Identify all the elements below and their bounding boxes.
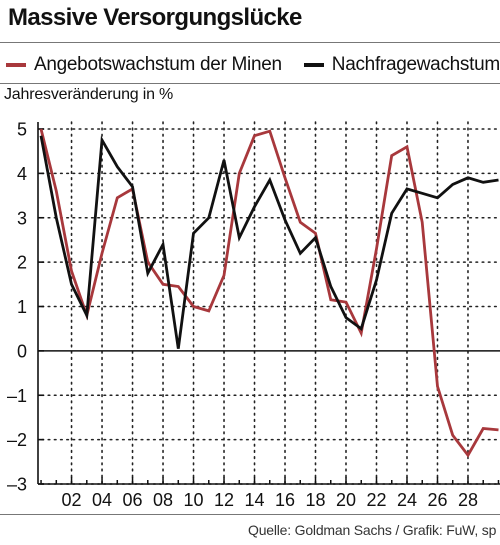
y-tick-label: 3 bbox=[17, 208, 27, 228]
source-note: Quelle: Goldman Sachs / Grafik: FuW, sp bbox=[248, 522, 497, 538]
legend-label-demand: Nachfragewachstum bbox=[331, 54, 500, 75]
y-axis-title: Jahresveränderung in % bbox=[4, 86, 174, 103]
y-tick-label: 5 bbox=[17, 120, 27, 140]
title-divider bbox=[0, 42, 500, 43]
y-tick-label: –1 bbox=[7, 386, 27, 406]
legend-item-demand: Nachfragewachstum bbox=[303, 54, 500, 76]
x-tick-label: 26 bbox=[427, 490, 447, 510]
x-tick-label: 16 bbox=[275, 490, 295, 510]
x-tick-label: 18 bbox=[305, 490, 325, 510]
chart-legend: Angebotswachstum der Minen Nachfragewach… bbox=[6, 54, 500, 76]
x-tick-label: 02 bbox=[62, 490, 82, 510]
x-tick-label: 22 bbox=[366, 490, 386, 510]
x-tick-label: 10 bbox=[184, 490, 204, 510]
x-tick-label: 08 bbox=[153, 490, 173, 510]
y-tick-label: 4 bbox=[17, 164, 27, 184]
legend-divider bbox=[0, 83, 500, 84]
legend-item-supply: Angebotswachstum der Minen bbox=[6, 54, 282, 76]
y-tick-label: –3 bbox=[7, 475, 27, 495]
x-tick-label: 14 bbox=[244, 490, 264, 510]
y-tick-label: 0 bbox=[17, 341, 27, 361]
x-tick-label: 28 bbox=[458, 490, 478, 510]
legend-label-supply: Angebotswachstum der Minen bbox=[34, 54, 282, 75]
x-tick-label: 04 bbox=[92, 490, 112, 510]
x-tick-label: 20 bbox=[336, 490, 356, 510]
footer-divider bbox=[0, 514, 500, 515]
y-tick-label: 2 bbox=[17, 253, 27, 273]
supply-line bbox=[39, 128, 499, 458]
demand-line bbox=[39, 135, 499, 349]
chart-title: Massive Versorgungslücke bbox=[8, 4, 302, 31]
x-tick-label: 12 bbox=[214, 490, 234, 510]
x-tick-label: 06 bbox=[123, 490, 143, 510]
legend-swatch-supply bbox=[6, 63, 26, 67]
y-tick-label: 1 bbox=[17, 297, 27, 317]
y-tick-label: –2 bbox=[7, 430, 27, 450]
legend-swatch-demand bbox=[303, 63, 324, 67]
x-tick-label: 24 bbox=[397, 490, 417, 510]
